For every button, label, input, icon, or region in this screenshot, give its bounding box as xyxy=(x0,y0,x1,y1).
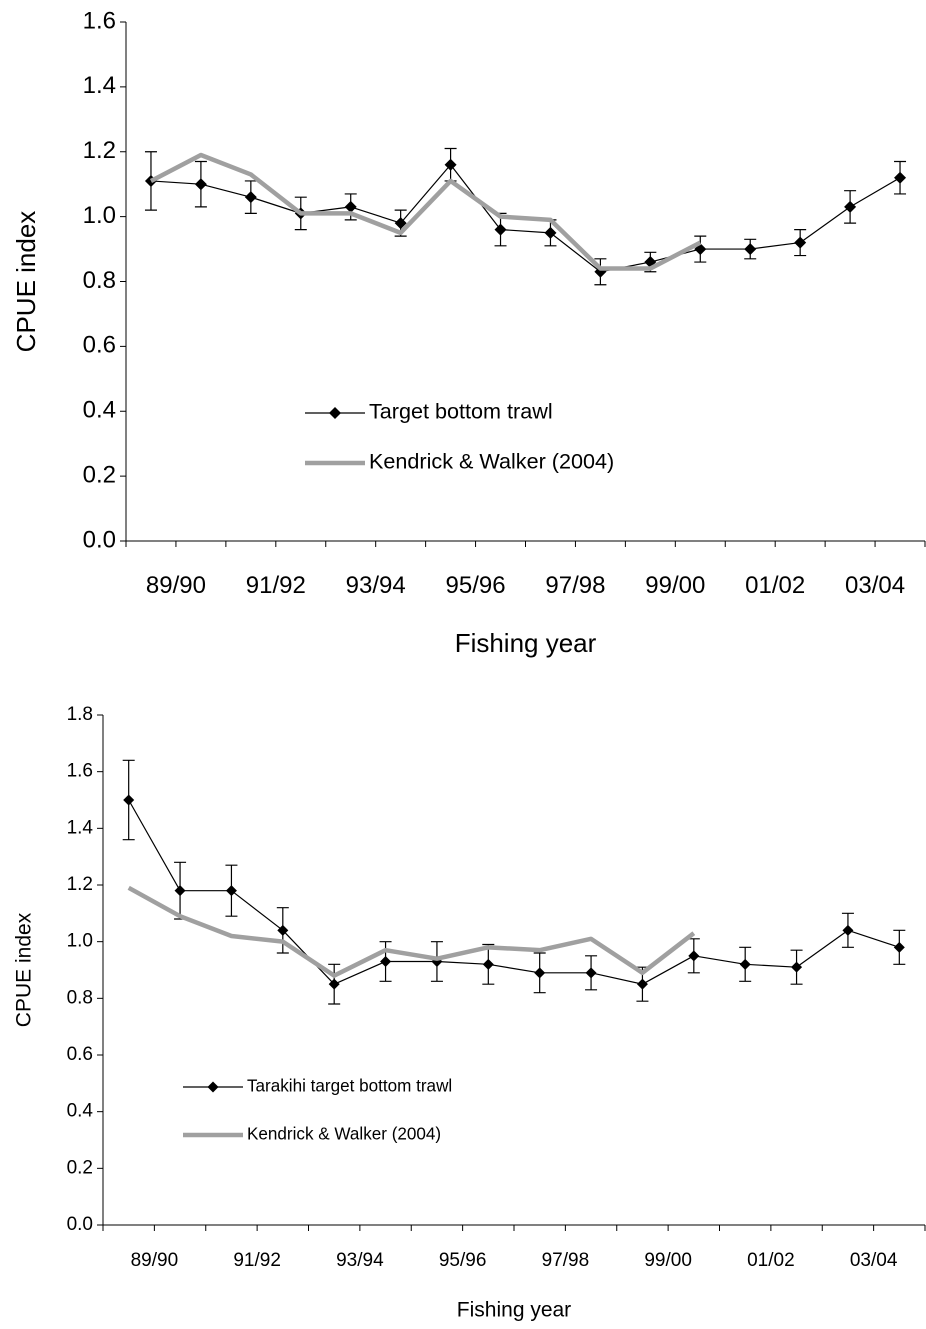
marker xyxy=(636,978,648,990)
marker xyxy=(744,243,757,256)
x-tick-label: 03/04 xyxy=(850,1250,898,1271)
x-tick-label: 99/00 xyxy=(645,572,705,599)
marker xyxy=(842,924,854,936)
marker xyxy=(739,958,751,970)
series-line xyxy=(127,885,696,978)
x-tick-label: 03/04 xyxy=(845,572,905,599)
marker xyxy=(688,950,700,962)
marker xyxy=(174,885,186,897)
marker xyxy=(791,961,803,973)
x-tick-label: 01/02 xyxy=(745,572,805,599)
marker xyxy=(225,885,237,897)
series-line xyxy=(149,152,702,271)
x-tick-label: 99/00 xyxy=(644,1250,692,1271)
y-tick-label: 0.0 xyxy=(83,526,116,553)
marker xyxy=(194,178,207,191)
x-tick-label: 93/94 xyxy=(346,572,406,599)
y-axis-title: CPUE index xyxy=(13,912,36,1027)
marker xyxy=(794,236,807,249)
y-tick-label: 0.4 xyxy=(83,397,116,424)
x-tick-label: 97/98 xyxy=(542,1250,590,1271)
marker xyxy=(844,200,857,213)
legend-marker xyxy=(329,407,341,419)
y-tick-label: 0.2 xyxy=(67,1157,93,1178)
x-tick-label: 95/96 xyxy=(439,1250,487,1271)
y-tick-label: 0.8 xyxy=(83,267,116,294)
x-tick-label: 93/94 xyxy=(336,1250,384,1271)
y-tick-label: 1.2 xyxy=(67,874,93,895)
marker xyxy=(123,794,135,806)
y-tick-label: 0.6 xyxy=(67,1044,93,1065)
legend-label: Kendrick & Walker (2004) xyxy=(247,1125,441,1144)
y-tick-label: 0.6 xyxy=(83,332,116,359)
x-tick-label: 97/98 xyxy=(545,572,605,599)
legend-label: Tarakihi target bottom trawl xyxy=(247,1077,452,1096)
y-tick-label: 0.0 xyxy=(67,1214,93,1235)
marker xyxy=(894,171,907,184)
x-tick-label: 89/90 xyxy=(146,572,206,599)
y-axis-title: CPUE index xyxy=(11,211,41,353)
series-line xyxy=(150,164,901,273)
legend-marker xyxy=(207,1081,219,1093)
marker xyxy=(494,223,507,236)
x-tick-label: 91/92 xyxy=(233,1250,281,1271)
marker xyxy=(344,200,357,213)
x-axis-title: Fishing year xyxy=(455,628,597,658)
marker xyxy=(277,924,289,936)
marker xyxy=(380,956,392,967)
legend-label: Kendrick & Walker (2004) xyxy=(369,449,614,474)
y-tick-label: 1.6 xyxy=(83,7,116,34)
y-tick-label: 0.4 xyxy=(67,1101,94,1122)
y-tick-label: 1.8 xyxy=(67,704,93,725)
marker xyxy=(585,967,597,979)
y-tick-label: 1.4 xyxy=(67,817,94,838)
y-tick-label: 1.4 xyxy=(83,72,116,99)
y-tick-label: 1.6 xyxy=(67,761,93,782)
x-tick-label: 89/90 xyxy=(131,1250,179,1271)
marker xyxy=(394,217,407,230)
x-tick-label: 95/96 xyxy=(446,572,506,599)
marker xyxy=(544,226,557,239)
legend-label: Target bottom trawl xyxy=(369,399,553,424)
x-tick-label: 91/92 xyxy=(246,572,306,599)
marker xyxy=(534,967,546,979)
x-axis-title: Fishing year xyxy=(457,1299,571,1322)
series-line xyxy=(128,799,900,985)
marker xyxy=(893,941,905,953)
y-tick-label: 1.0 xyxy=(83,202,116,229)
y-tick-label: 0.2 xyxy=(83,461,116,488)
marker xyxy=(244,191,257,204)
marker xyxy=(482,958,494,970)
y-tick-label: 1.2 xyxy=(83,137,116,164)
y-tick-label: 1.0 xyxy=(67,931,93,952)
y-tick-label: 0.8 xyxy=(67,987,93,1008)
marker xyxy=(328,978,340,990)
x-tick-label: 01/02 xyxy=(747,1250,795,1271)
marker xyxy=(444,158,457,171)
